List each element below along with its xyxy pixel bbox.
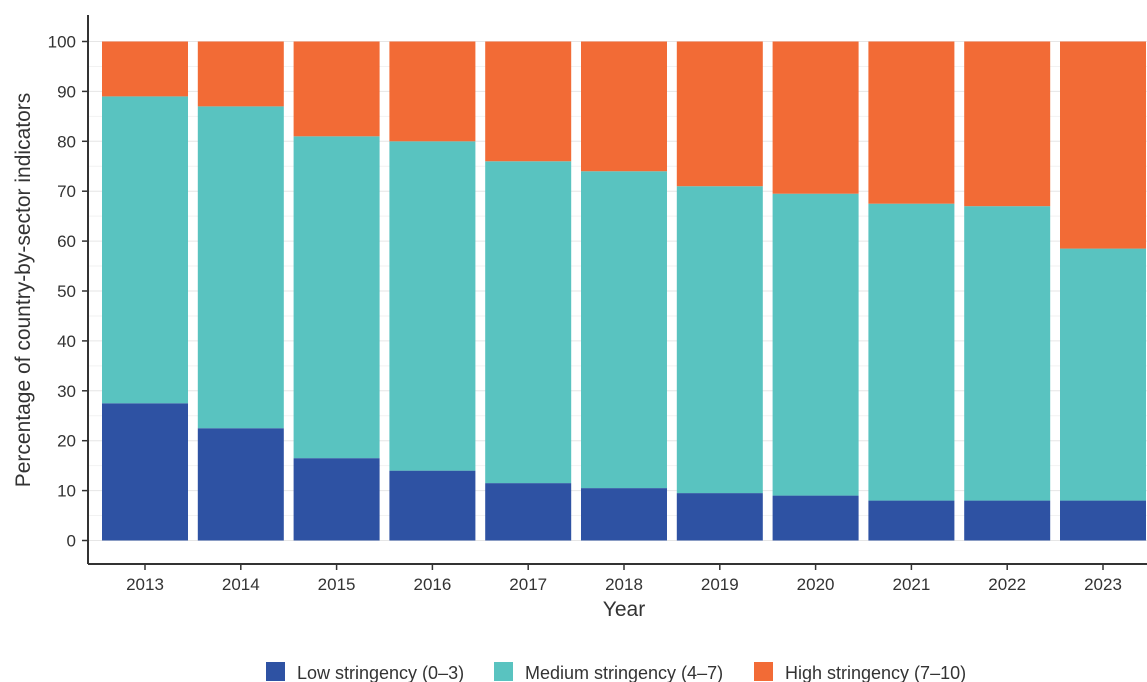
- x-tick-label: 2015: [318, 575, 356, 594]
- bar-segment: [581, 171, 667, 488]
- x-tick-label: 2019: [701, 575, 739, 594]
- legend-swatch: [494, 662, 513, 681]
- y-tick-label: 100: [48, 33, 76, 52]
- x-tick-label: 2022: [988, 575, 1026, 594]
- bar-segment: [868, 204, 954, 501]
- bar-segment: [964, 501, 1050, 541]
- bar-segment: [677, 493, 763, 540]
- bar-segment: [1060, 42, 1146, 249]
- x-tick-label: 2023: [1084, 575, 1122, 594]
- y-tick-label: 40: [57, 332, 76, 351]
- y-tick-label: 50: [57, 282, 76, 301]
- bar-segment: [581, 42, 667, 172]
- bar-segment: [964, 206, 1050, 500]
- y-tick-label: 30: [57, 382, 76, 401]
- bar-segment: [102, 403, 188, 540]
- bar-segment: [198, 428, 284, 540]
- bar-segment: [964, 42, 1050, 207]
- bar-segment: [389, 42, 475, 142]
- bar-segment: [485, 483, 571, 540]
- bar-segment: [485, 42, 571, 162]
- bar-segment: [1060, 501, 1146, 541]
- bar-segment: [773, 496, 859, 541]
- x-tick-label: 2021: [892, 575, 930, 594]
- bar-segment: [485, 161, 571, 483]
- x-tick-label: 2016: [413, 575, 451, 594]
- legend-label: Low stringency (0–3): [297, 663, 464, 682]
- bar-segment: [868, 42, 954, 204]
- legend-label: Medium stringency (4–7): [525, 663, 723, 682]
- x-axis-ticks: 2013 2014 2015 2016 2017 2018 2019 2020 2021 2022…: [126, 564, 1122, 594]
- y-tick-label: 10: [57, 482, 76, 501]
- y-axis-title: Percentage of country-by-sector indicato…: [12, 93, 35, 488]
- bar-segment: [677, 186, 763, 493]
- bar-segment: [294, 458, 380, 540]
- bar-segment: [773, 42, 859, 194]
- legend-label: High stringency (7–10): [785, 663, 966, 682]
- x-axis-title: Year: [603, 598, 645, 621]
- y-tick-label: 0: [67, 532, 76, 551]
- legend-swatch: [754, 662, 773, 681]
- x-tick-label: 2020: [797, 575, 835, 594]
- y-tick-label: 70: [57, 182, 76, 201]
- x-tick-label: 2013: [126, 575, 164, 594]
- x-tick-label: 2014: [222, 575, 260, 594]
- bar-segment: [198, 42, 284, 107]
- bar-segment: [773, 194, 859, 496]
- x-tick-label: 2017: [509, 575, 547, 594]
- legend: Low stringency (0–3) Medium stringency (4…: [266, 662, 966, 682]
- bars: [102, 42, 1146, 541]
- y-tick-label: 60: [57, 232, 76, 251]
- bar-segment: [198, 106, 284, 428]
- bar-segment: [868, 501, 954, 541]
- bar-segment: [294, 42, 380, 137]
- bar-segment: [389, 141, 475, 470]
- bar-segment: [294, 136, 380, 458]
- x-tick-label: 2018: [605, 575, 643, 594]
- bar-segment: [677, 42, 763, 187]
- bar-segment: [1060, 249, 1146, 501]
- y-tick-label: 90: [57, 82, 76, 101]
- bar-segment: [102, 42, 188, 97]
- bar-segment: [389, 471, 475, 541]
- y-tick-label: 20: [57, 432, 76, 451]
- bar-segment: [102, 96, 188, 403]
- y-axis-ticks: 0 10 20 30 40 50 60 70 80 90 100: [48, 33, 88, 551]
- legend-swatch: [266, 662, 285, 681]
- bar-segment: [581, 488, 667, 540]
- y-tick-label: 80: [57, 132, 76, 151]
